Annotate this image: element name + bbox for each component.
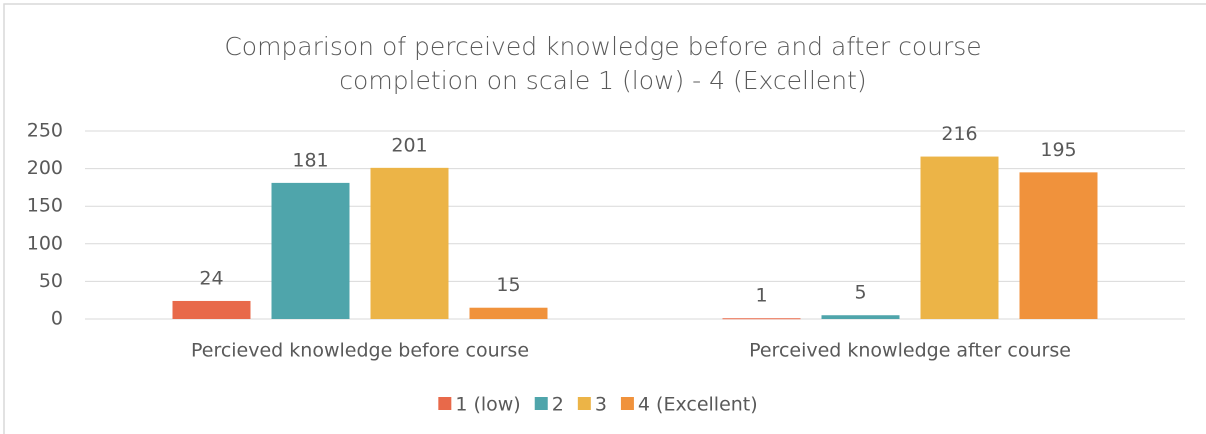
data-label: 1 [755,285,767,307]
bar [1019,172,1098,319]
legend-label: 1 (low) [455,394,520,416]
bar [722,318,801,320]
y-tick-label: 0 [51,308,63,330]
y-tick-label: 200 [27,157,63,179]
x-tick-label: Percieved knowledge before course [191,340,529,362]
chart-border [3,3,1206,434]
legend-swatch [438,397,452,410]
data-label: 195 [1040,139,1076,161]
y-tick-label: 250 [27,120,63,142]
legend-swatch [620,397,634,410]
legend-label: 4 (Excellent) [638,394,758,416]
data-label: 201 [391,134,427,156]
legend-swatch [577,397,591,410]
data-label: 24 [199,267,223,289]
bar [370,167,449,319]
data-label: 181 [292,149,328,171]
bar [920,156,999,319]
chart-title: Comparison of perceived knowledge before… [224,32,982,95]
legend-swatch [534,397,548,410]
bar [821,315,900,319]
legend-label: 3 [595,394,607,416]
bar [469,307,548,319]
bar [172,300,251,319]
legend-label: 2 [552,394,564,416]
bar [271,182,350,319]
y-tick-label: 150 [27,195,63,217]
y-tick-label: 100 [27,232,63,254]
data-label: 15 [496,274,520,296]
x-tick-label: Perceived knowledge after course [749,340,1071,362]
data-label: 216 [941,123,977,145]
y-tick-label: 50 [39,270,63,292]
data-label: 5 [854,282,866,304]
